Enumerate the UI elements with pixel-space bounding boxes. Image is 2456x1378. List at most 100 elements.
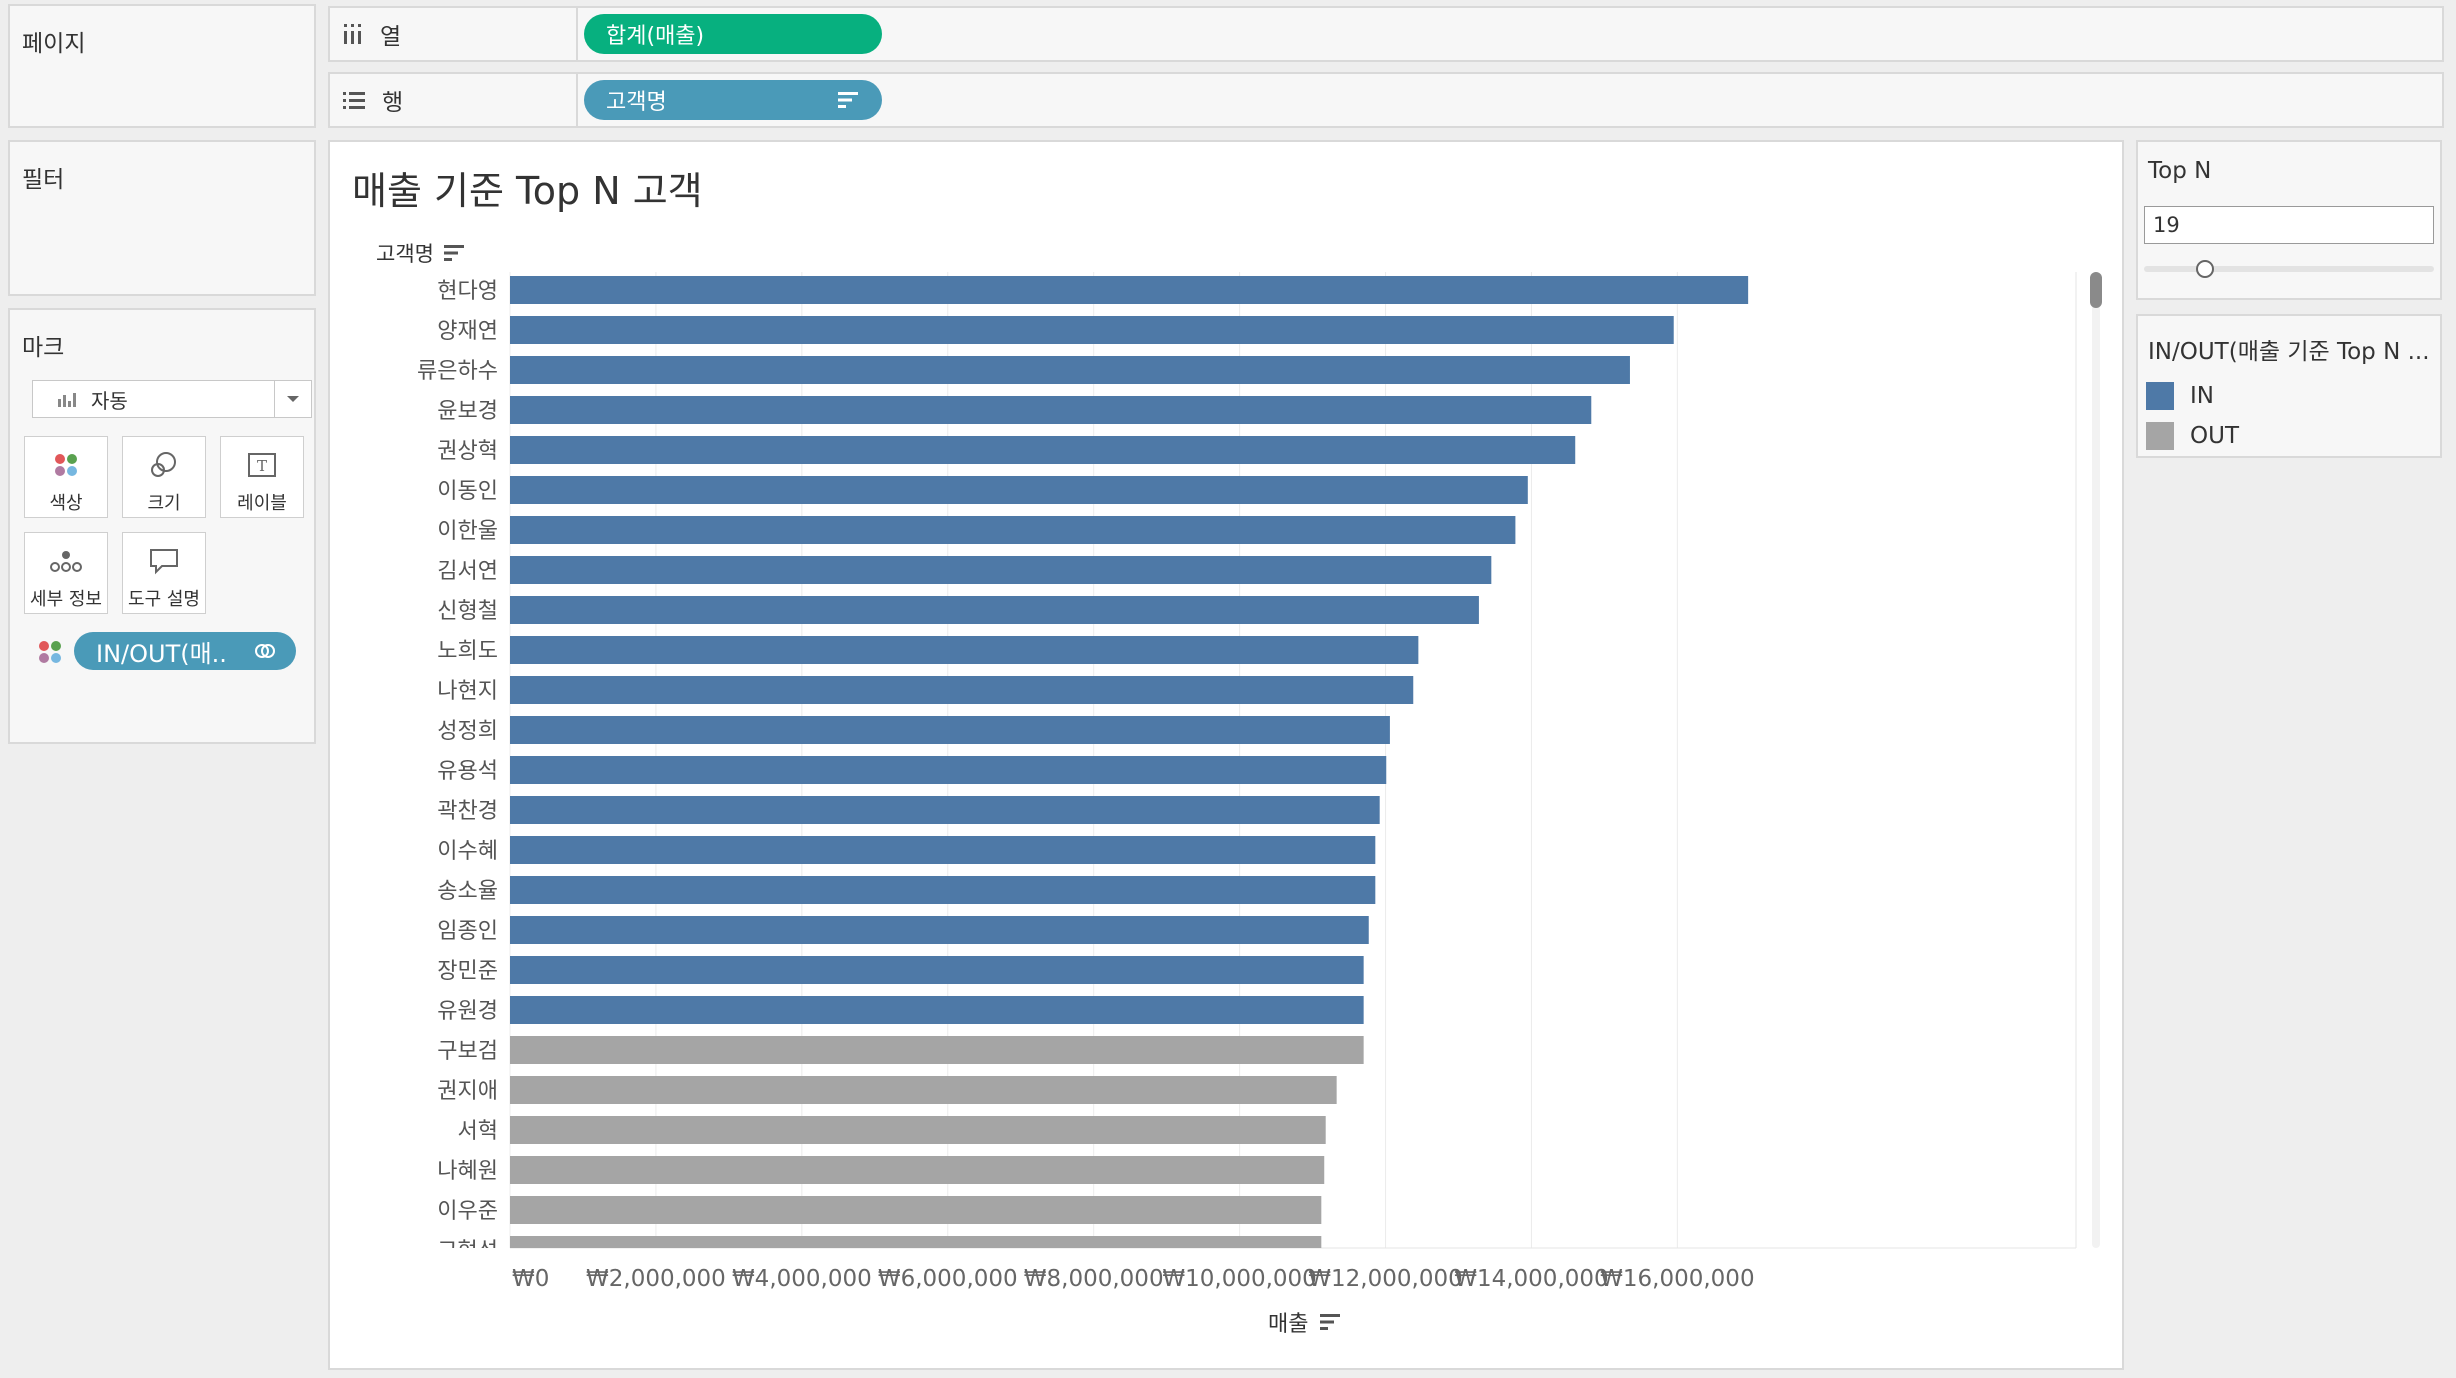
bar-out[interactable] xyxy=(510,1036,1364,1064)
rows-icon xyxy=(343,92,365,109)
bars-group: 현다영양재연류은하수윤보경권상혁이동인이한울김서연신형철노희도나현지성정희유용석… xyxy=(417,276,1749,1264)
bar-in[interactable] xyxy=(510,276,1749,304)
legend-label-out: OUT xyxy=(2190,423,2239,449)
category-label[interactable]: 이수혜 xyxy=(437,839,498,864)
category-label[interactable]: 고혁석 xyxy=(437,1239,498,1264)
detail-dots-icon xyxy=(25,545,107,577)
legend-item-out[interactable]: OUT xyxy=(2146,422,2239,450)
category-label[interactable]: 성정희 xyxy=(437,719,498,744)
bar-in[interactable] xyxy=(510,356,1630,384)
x-axis-title[interactable]: 매출 xyxy=(1268,1306,1342,1338)
bar-in[interactable] xyxy=(510,796,1380,824)
bar-in[interactable] xyxy=(510,676,1414,704)
bar-chart: 현다영양재연류은하수윤보경권상혁이동인이한울김서연신형철노희도나현지성정희유용석… xyxy=(417,272,2102,1292)
category-label[interactable]: 구보검 xyxy=(437,1039,498,1064)
color-legend-panel: IN/OUT(매출 기준 Top N ... IN OUT xyxy=(2136,314,2442,458)
bar-in[interactable] xyxy=(510,316,1674,344)
bar-in[interactable] xyxy=(510,716,1390,744)
row-field-header-text: 고객명 xyxy=(376,242,434,266)
bar-out[interactable] xyxy=(510,1196,1322,1224)
detail-mark-button[interactable]: 세부 정보 xyxy=(24,532,108,614)
category-label[interactable]: 김서연 xyxy=(437,559,498,584)
bar-out[interactable] xyxy=(510,1076,1337,1104)
rows-pill-text: 고객명 xyxy=(606,90,667,115)
detail-mark-label: 세부 정보 xyxy=(30,589,102,610)
sort-desc-icon[interactable] xyxy=(838,91,860,109)
bar-in[interactable] xyxy=(510,476,1528,504)
marks-panel: 마크 자동 색상 크기 T 레이블 세부 정보 xyxy=(8,308,316,744)
columns-shelf-label: 열 xyxy=(330,8,578,60)
category-label[interactable]: 유원경 xyxy=(437,999,498,1024)
pages-panel[interactable]: 페이지 xyxy=(8,4,316,128)
category-label[interactable]: 임종인 xyxy=(437,919,498,944)
x-tick-label: ₩10,000,000 xyxy=(1162,1266,1316,1292)
label-mark-button[interactable]: T 레이블 xyxy=(220,436,304,518)
tooltip-mark-button[interactable]: 도구 설명 xyxy=(122,532,206,614)
bar-out[interactable] xyxy=(510,1236,1322,1264)
size-mark-label: 크기 xyxy=(147,493,181,514)
x-tick-label: ₩6,000,000 xyxy=(878,1266,1018,1292)
category-label[interactable]: 유용석 xyxy=(437,759,498,784)
row-field-header[interactable]: 고객명 xyxy=(376,238,466,268)
category-label[interactable]: 서혁 xyxy=(458,1119,498,1144)
category-label[interactable]: 노희도 xyxy=(437,639,498,664)
bar-in[interactable] xyxy=(510,596,1479,624)
legend-title: IN/OUT(매출 기준 Top N ... xyxy=(2148,339,2430,365)
bar-in[interactable] xyxy=(510,956,1364,984)
scrollbar-thumb[interactable] xyxy=(2090,272,2102,308)
legend-item-in[interactable]: IN xyxy=(2146,382,2214,410)
size-mark-button[interactable]: 크기 xyxy=(122,436,206,518)
color-mark-button[interactable]: 색상 xyxy=(24,436,108,518)
scrollbar-track[interactable] xyxy=(2092,272,2100,1248)
category-label[interactable]: 윤보경 xyxy=(437,399,498,424)
category-label[interactable]: 이동인 xyxy=(437,479,498,504)
marks-panel-title: 마크 xyxy=(22,335,65,361)
bar-in[interactable] xyxy=(510,436,1576,464)
bar-in[interactable] xyxy=(510,876,1376,904)
label-mark-label: 레이블 xyxy=(237,493,287,514)
bar-in[interactable] xyxy=(510,756,1387,784)
x-tick-label: ₩8,000,000 xyxy=(1024,1266,1164,1292)
topn-value-input[interactable]: 19 xyxy=(2144,206,2434,244)
rows-shelf-label: 행 xyxy=(330,74,578,126)
rows-pill-customer[interactable]: 고객명 xyxy=(584,80,882,120)
legend-swatch-in xyxy=(2146,382,2174,410)
topn-slider-track[interactable] xyxy=(2144,266,2434,272)
topn-slider-thumb[interactable] xyxy=(2196,260,2214,278)
chevron-down-icon[interactable] xyxy=(274,381,311,417)
bar-in[interactable] xyxy=(510,556,1492,584)
category-label[interactable]: 이우준 xyxy=(437,1199,498,1224)
sort-desc-icon[interactable] xyxy=(1320,1313,1342,1331)
columns-pill-sum-sales[interactable]: 합계(매출) xyxy=(584,14,882,54)
color-field-pill[interactable]: IN/OUT(매.. xyxy=(74,632,296,670)
category-label[interactable]: 송소율 xyxy=(437,879,498,904)
category-label[interactable]: 류은하수 xyxy=(417,359,498,384)
x-tick-label: ₩14,000,000 xyxy=(1454,1266,1608,1292)
mark-type-dropdown[interactable]: 자동 xyxy=(32,380,312,418)
bar-out[interactable] xyxy=(510,1116,1326,1144)
sort-desc-icon[interactable] xyxy=(443,244,466,262)
bar-in[interactable] xyxy=(510,996,1364,1024)
category-label[interactable]: 곽찬경 xyxy=(437,799,498,824)
bar-in[interactable] xyxy=(510,916,1369,944)
category-label[interactable]: 현다영 xyxy=(437,279,498,304)
category-label[interactable]: 신형철 xyxy=(437,599,498,624)
pages-panel-title: 페이지 xyxy=(22,31,86,57)
category-label[interactable]: 권상혁 xyxy=(437,439,498,464)
color-dots-icon xyxy=(39,641,61,663)
bar-in[interactable] xyxy=(510,836,1376,864)
category-label[interactable]: 나혜원 xyxy=(437,1159,498,1184)
bar-out[interactable] xyxy=(510,1156,1325,1184)
mark-type-value: 자동 xyxy=(91,388,128,413)
category-label[interactable]: 이한울 xyxy=(437,519,498,544)
category-label[interactable]: 권지애 xyxy=(437,1079,498,1104)
bar-in[interactable] xyxy=(510,396,1592,424)
svg-text:T: T xyxy=(257,457,267,475)
filters-panel[interactable]: 필터 xyxy=(8,140,316,296)
bar-in[interactable] xyxy=(510,516,1516,544)
bar-in[interactable] xyxy=(510,636,1419,664)
category-label[interactable]: 나현지 xyxy=(437,679,498,704)
topn-title: Top N xyxy=(2148,158,2212,184)
category-label[interactable]: 양재연 xyxy=(437,319,498,344)
category-label[interactable]: 장민준 xyxy=(437,959,498,984)
